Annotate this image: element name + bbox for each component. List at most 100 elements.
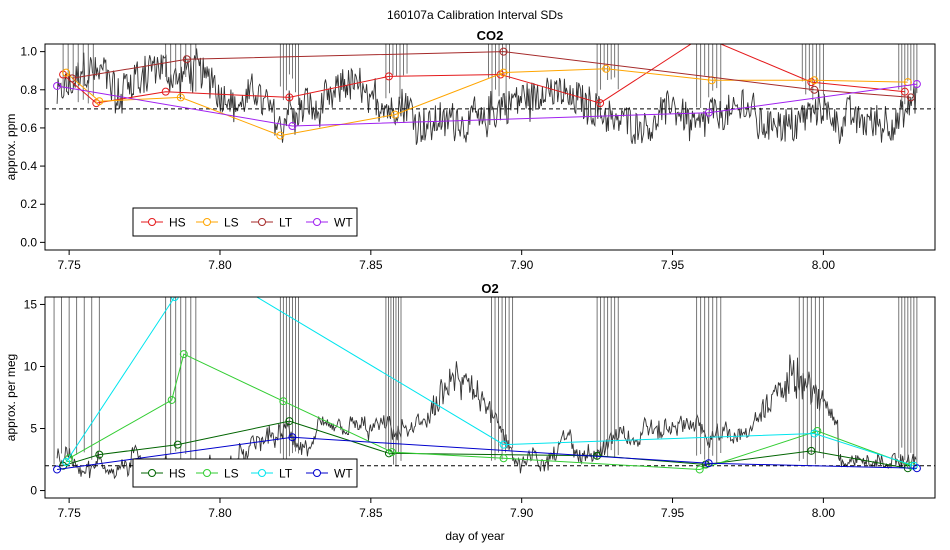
series-line-lt	[72, 51, 911, 98]
legend-item-lt: LT	[251, 467, 293, 481]
legend-label: WT	[334, 467, 353, 481]
legend-item-lt: LT	[251, 216, 293, 230]
y-axis-label: approx. per meg	[4, 354, 18, 441]
data-point	[95, 97, 104, 106]
legend-item-hs: HS	[141, 216, 186, 230]
calibration-spikes	[62, 44, 918, 109]
data-point	[68, 74, 77, 83]
legend-label: LS	[224, 467, 239, 481]
series-ls	[65, 350, 915, 474]
legend-item-ls: LS	[196, 467, 239, 481]
panel-o2: 7.75 7.80 7.85 7.90 7.95 8.00 0 5 10 15 O2 approx. …	[4, 281, 936, 520]
legend-box	[132, 207, 358, 237]
plot-area-o2	[45, 282, 935, 480]
x-tick-label: 7.95	[661, 506, 685, 520]
x-tick-label: 7.80	[208, 506, 232, 520]
data-point	[235, 282, 242, 289]
series-line-ls	[68, 353, 912, 471]
data-point	[387, 448, 396, 457]
data-point	[602, 64, 611, 73]
data-point	[173, 440, 182, 449]
y-tick-label: 0.4	[20, 159, 37, 173]
data-point	[596, 99, 605, 108]
legend-marker	[203, 469, 211, 477]
legend-item-ls: LS	[196, 216, 239, 230]
series-lt	[62, 282, 918, 470]
y-tick-label: 1.0	[20, 45, 37, 59]
data-point	[810, 85, 819, 94]
x-tick-label: 7.85	[359, 258, 383, 272]
legend-item-hs: HS	[141, 467, 186, 481]
x-tick-label: 7.85	[359, 506, 383, 520]
panel-title: O2	[481, 281, 498, 296]
x-tick-label: 7.80	[208, 258, 232, 272]
data-point	[912, 80, 921, 89]
series-line-hs	[62, 44, 905, 104]
legend-label: LT	[279, 467, 293, 481]
data-point	[53, 81, 62, 90]
y-tick-label: 0.8	[20, 83, 37, 97]
data-point	[179, 350, 188, 359]
series-line-lt	[65, 297, 915, 467]
data-point	[900, 87, 909, 96]
data-point	[912, 464, 921, 473]
plot-area-co2	[45, 44, 935, 145]
legend-item-wt: WT	[306, 467, 353, 481]
data-point	[53, 465, 62, 474]
legend-item-wt: WT	[306, 216, 353, 230]
y-tick-label: 0.6	[20, 121, 37, 135]
legend-label: LT	[279, 216, 293, 230]
data-point	[62, 458, 71, 467]
data-point	[288, 433, 297, 442]
data-point	[279, 397, 288, 406]
data-point	[62, 68, 71, 77]
y-tick-label: 10	[24, 359, 38, 373]
data-point	[499, 454, 508, 463]
data-point	[704, 108, 713, 117]
plot-frame	[44, 43, 936, 251]
data-point	[170, 297, 179, 301]
data-point	[182, 55, 191, 64]
data-point	[285, 93, 294, 102]
x-tick-label: 7.90	[510, 258, 534, 272]
data-point	[285, 417, 294, 426]
legend-marker	[313, 218, 321, 226]
x-tick-label: 8.00	[812, 506, 836, 520]
data-point	[167, 395, 176, 404]
legend-label: WT	[334, 216, 353, 230]
y-tick-label: 0	[30, 484, 37, 498]
legend-marker	[313, 469, 321, 477]
data-point	[906, 93, 915, 102]
data-point	[176, 93, 185, 102]
panel-co2: 7.75 7.80 7.85 7.90 7.95 8.00 0.0 0.2 0.4 0.6 0.8 1…	[4, 28, 936, 272]
y-tick-label: 0.0	[20, 235, 37, 249]
x-tick-label: 7.90	[510, 506, 534, 520]
legend-label: LS	[224, 216, 239, 230]
series-hs	[59, 44, 909, 108]
legend-label: HS	[169, 467, 186, 481]
legend-marker	[148, 469, 156, 477]
data-point	[499, 68, 508, 77]
y-tick-label: 5	[30, 422, 37, 436]
data-point	[161, 87, 170, 96]
figure-title: 160107a Calibration Interval SDs	[387, 8, 563, 22]
x-tick-label: 8.00	[812, 258, 836, 272]
series-lt	[68, 47, 915, 102]
data-point	[695, 465, 704, 474]
legend: HS LS LT WT	[132, 207, 358, 237]
series-line-wt	[57, 436, 917, 470]
plot-frame	[44, 296, 936, 499]
data-point	[95, 450, 104, 459]
data-point	[390, 110, 399, 119]
data-point	[499, 47, 508, 56]
legend-marker	[258, 469, 266, 477]
legend-label: HS	[169, 216, 186, 230]
data-point	[276, 131, 285, 140]
data-point	[499, 440, 508, 449]
series-wt	[53, 433, 921, 474]
legend: HS LS LT WT	[132, 458, 358, 488]
panel-title: CO2	[477, 28, 504, 43]
x-tick-label: 7.95	[661, 258, 685, 272]
data-point	[704, 459, 713, 468]
